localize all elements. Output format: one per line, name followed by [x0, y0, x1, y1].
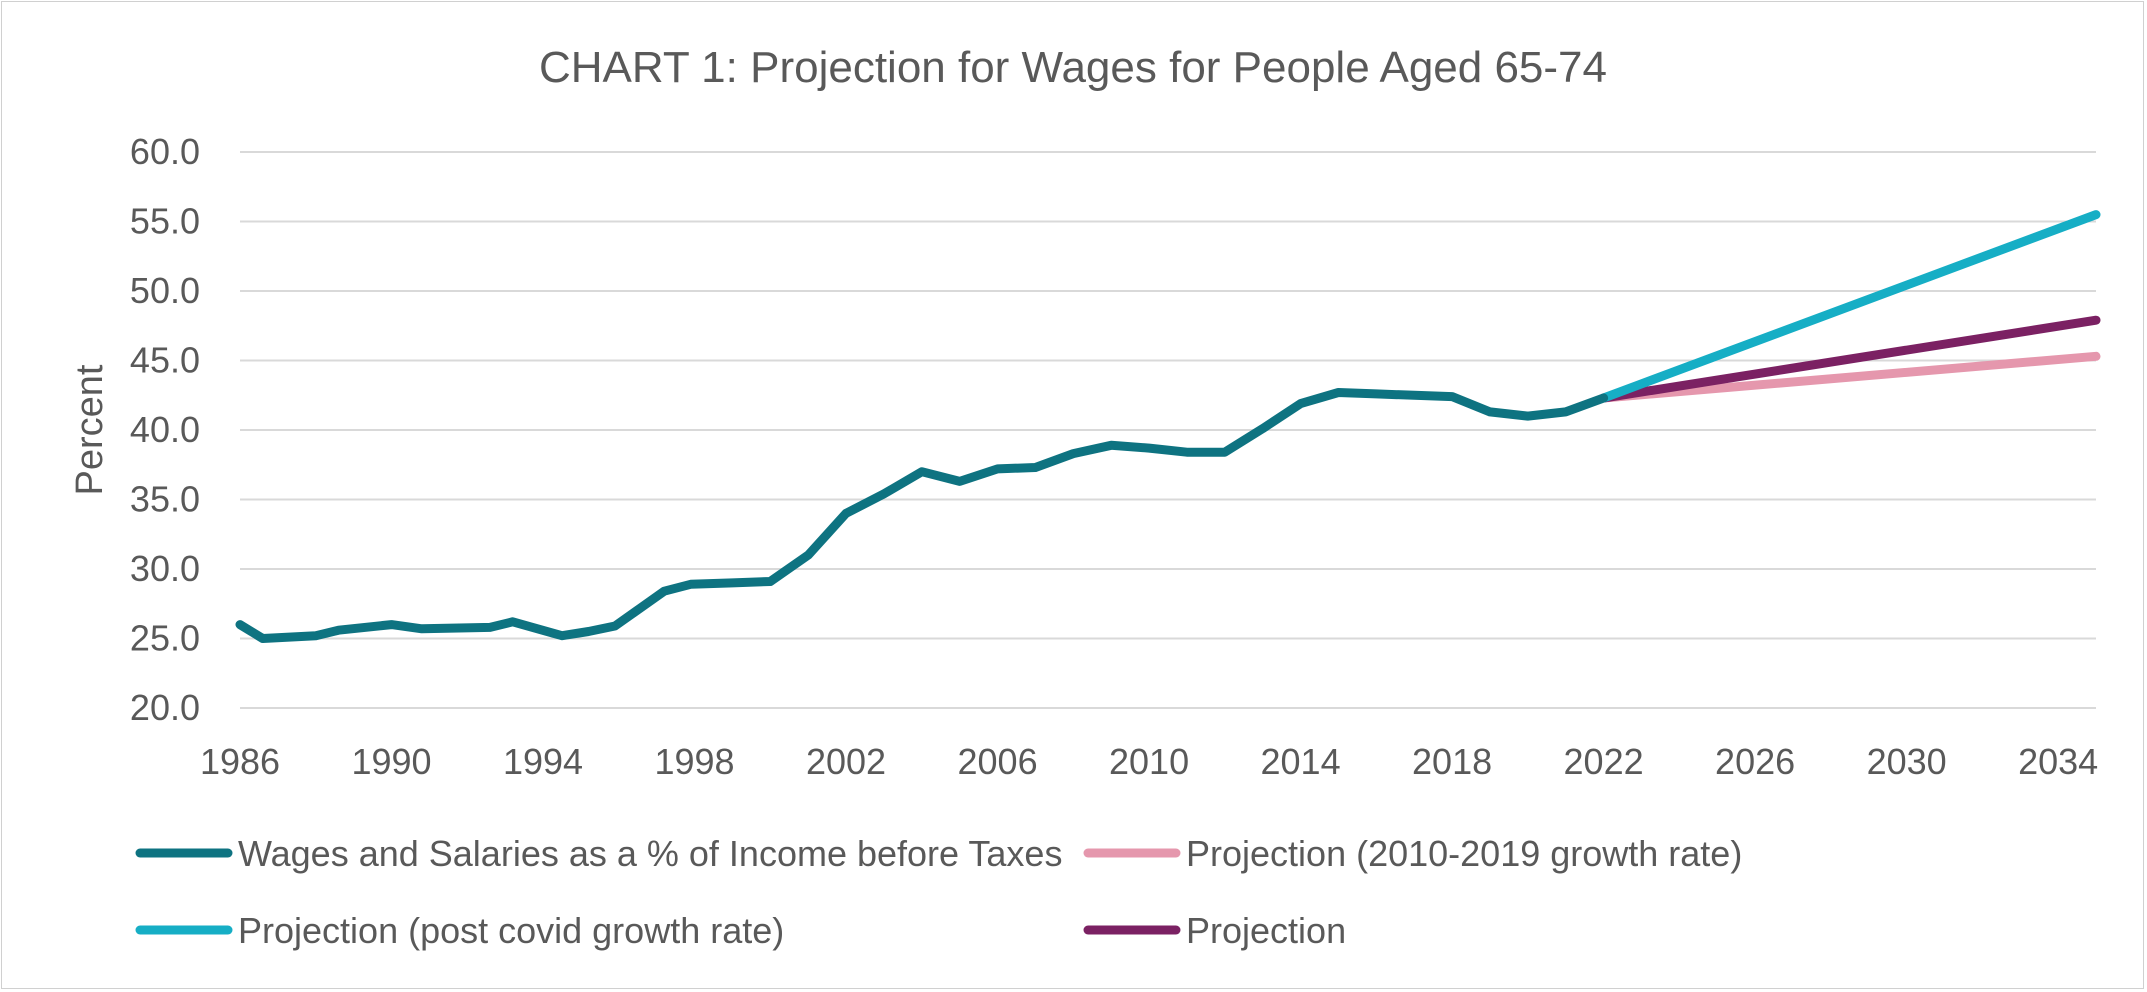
chart-title: CHART 1: Projection for Wages for People… — [539, 43, 1607, 92]
x-tick-label: 2026 — [1715, 741, 1795, 782]
x-tick-label: 2022 — [1564, 741, 1644, 782]
y-axis-title: Percent — [69, 364, 111, 495]
y-tick-label: 40.0 — [130, 409, 200, 450]
x-tick-label: 2018 — [1412, 741, 1492, 782]
y-tick-label: 55.0 — [130, 201, 200, 242]
y-tick-label: 45.0 — [130, 340, 200, 381]
x-axis-tick-labels: 1986 1990 1994 1998 2002 2006 2010 2014 2018 2022… — [200, 741, 2098, 782]
x-tick-label: 1998 — [654, 741, 734, 782]
y-tick-label: 35.0 — [130, 479, 200, 520]
x-tick-label: 2002 — [806, 741, 886, 782]
series-lines — [235, 210, 2101, 643]
legend: Wages and Salaries as a % of Income befo… — [135, 833, 1742, 951]
x-tick-label: 2014 — [1261, 741, 1341, 782]
y-tick-label: 30.0 — [130, 548, 200, 589]
series-line-2 — [1599, 210, 2101, 403]
x-tick-label: 1994 — [503, 741, 583, 782]
y-tick-label: 50.0 — [130, 270, 200, 311]
legend-label-1: Projection (2010-2019 growth rate) — [1186, 833, 1742, 874]
y-tick-label: 25.0 — [130, 618, 200, 659]
y-tick-label: 60.0 — [130, 131, 200, 172]
series-line-1 — [1599, 351, 2101, 403]
legend-label-0: Wages and Salaries as a % of Income befo… — [238, 833, 1062, 874]
gridlines — [240, 151, 2096, 709]
x-tick-label: 2006 — [958, 741, 1038, 782]
x-tick-label: 1986 — [200, 741, 280, 782]
y-tick-label: 20.0 — [130, 687, 200, 728]
x-tick-label: 2010 — [1109, 741, 1189, 782]
series-line-3 — [1599, 315, 2101, 403]
x-tick-label: 2034 — [2018, 741, 2098, 782]
x-tick-label: 2030 — [1867, 741, 1947, 782]
y-axis-tick-labels: 20.0 25.0 30.0 35.0 40.0 45.0 50.0 55.0 60.0 — [130, 131, 200, 728]
legend-label-2: Projection (post covid growth rate) — [238, 910, 784, 951]
x-tick-label: 1990 — [351, 741, 431, 782]
legend-label-3: Projection — [1186, 910, 1346, 951]
series-line-0 — [235, 388, 1609, 643]
